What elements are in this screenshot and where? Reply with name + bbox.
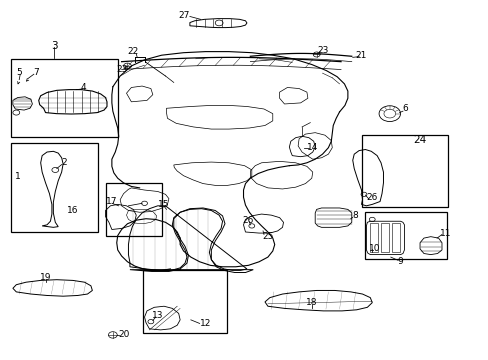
Text: 23: 23	[317, 46, 328, 55]
Text: 4: 4	[81, 83, 86, 92]
Text: 1: 1	[15, 172, 20, 181]
Text: 2: 2	[61, 158, 67, 167]
Text: 25: 25	[262, 232, 273, 241]
Bar	[361, 135, 447, 207]
Text: 6: 6	[402, 104, 407, 113]
Bar	[105, 183, 161, 235]
Text: 23: 23	[116, 65, 127, 74]
Text: 12: 12	[200, 319, 211, 328]
Text: 8: 8	[352, 211, 358, 220]
Bar	[11, 143, 98, 232]
Text: 26: 26	[366, 193, 377, 202]
Text: 18: 18	[305, 298, 317, 307]
Text: 26: 26	[242, 216, 254, 225]
Text: 21: 21	[355, 51, 366, 60]
Text: 7: 7	[33, 68, 39, 77]
Text: 9: 9	[397, 257, 403, 266]
Text: 22: 22	[127, 47, 139, 56]
Text: 20: 20	[118, 330, 129, 339]
Bar	[365, 212, 447, 259]
Text: 16: 16	[67, 206, 79, 215]
Text: 17: 17	[106, 197, 118, 206]
Text: 14: 14	[306, 143, 318, 152]
Text: 13: 13	[152, 311, 163, 320]
Text: 3: 3	[51, 41, 58, 50]
Text: 5: 5	[16, 68, 22, 77]
Bar	[369, 223, 377, 252]
Text: 24: 24	[412, 135, 426, 145]
Text: 15: 15	[158, 200, 169, 209]
Text: 10: 10	[368, 244, 380, 253]
Bar	[143, 270, 226, 333]
Bar	[380, 223, 388, 252]
Bar	[11, 59, 118, 137]
Bar	[391, 223, 399, 252]
Text: 27: 27	[178, 10, 189, 19]
Text: 19: 19	[40, 273, 51, 282]
Text: 11: 11	[439, 229, 450, 238]
